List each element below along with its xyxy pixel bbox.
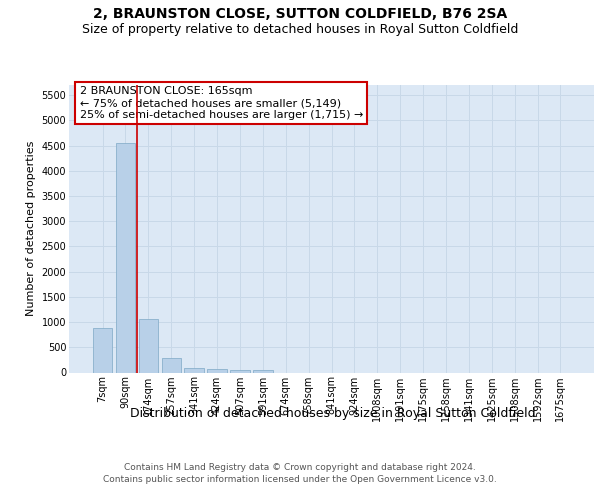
Bar bbox=[208, 369, 227, 372]
Text: Distribution of detached houses by size in Royal Sutton Coldfield: Distribution of detached houses by size … bbox=[130, 408, 536, 420]
Bar bbox=[93, 328, 112, 372]
Text: Contains HM Land Registry data © Crown copyright and database right 2024.: Contains HM Land Registry data © Crown c… bbox=[124, 462, 476, 471]
Bar bbox=[139, 319, 158, 372]
Text: Size of property relative to detached houses in Royal Sutton Coldfield: Size of property relative to detached ho… bbox=[82, 22, 518, 36]
Y-axis label: Number of detached properties: Number of detached properties bbox=[26, 141, 36, 316]
Bar bbox=[230, 370, 250, 372]
Bar bbox=[184, 368, 204, 372]
Text: 2 BRAUNSTON CLOSE: 165sqm
← 75% of detached houses are smaller (5,149)
25% of se: 2 BRAUNSTON CLOSE: 165sqm ← 75% of detac… bbox=[79, 86, 363, 120]
Bar bbox=[161, 358, 181, 372]
Text: 2, BRAUNSTON CLOSE, SUTTON COLDFIELD, B76 2SA: 2, BRAUNSTON CLOSE, SUTTON COLDFIELD, B7… bbox=[93, 8, 507, 22]
Bar bbox=[116, 142, 135, 372]
Bar bbox=[253, 370, 272, 372]
Text: Contains public sector information licensed under the Open Government Licence v3: Contains public sector information licen… bbox=[103, 475, 497, 484]
